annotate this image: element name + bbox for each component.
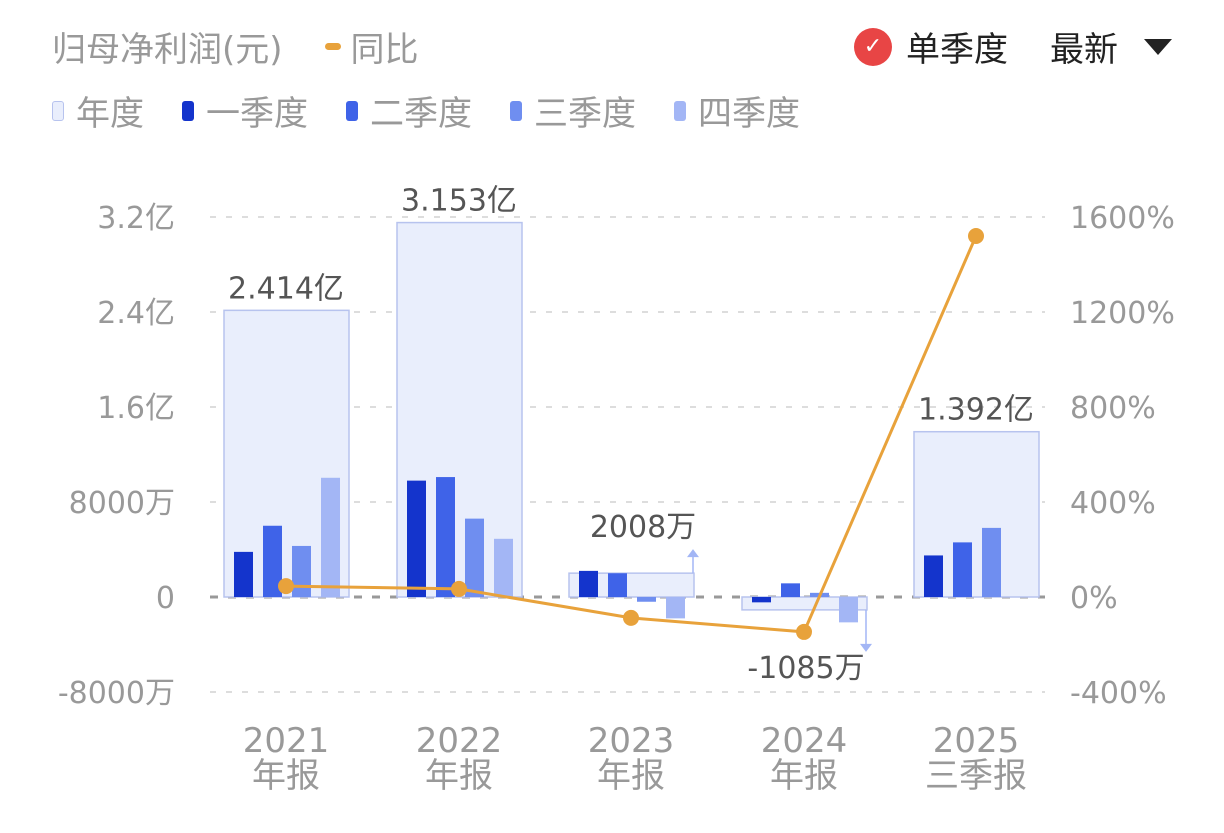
quarter-bar (263, 525, 282, 597)
legend-item-q4[interactable]: 四季度 (674, 86, 800, 135)
legend-item-q2[interactable]: 二季度 (346, 86, 472, 135)
right-axis-tick: 1600% (1070, 201, 1175, 236)
quarter-bar (436, 477, 455, 597)
annual-data-label: 2.414亿 (228, 271, 344, 306)
legend-swatch (674, 100, 686, 121)
quarter-bar (982, 527, 1001, 597)
annual-bar (568, 572, 695, 598)
quarter-bar (465, 518, 484, 597)
dropdown-triangle-icon[interactable] (1144, 38, 1172, 55)
legend-swatch (182, 100, 194, 121)
left-axis-tick: 3.2亿 (97, 201, 175, 236)
yoy-point (796, 623, 812, 640)
x-tick-report: 年报 (425, 756, 493, 796)
x-tick-report: 三季报 (925, 756, 1027, 796)
yoy-point (968, 228, 984, 244)
annual-data-label: 1.392亿 (918, 393, 1034, 428)
arrow-head-icon (687, 549, 699, 558)
legend-swatch (346, 100, 358, 121)
quarter-bar (579, 570, 598, 597)
x-tick-report: 年报 (770, 756, 838, 796)
legend-swatch (52, 100, 64, 121)
left-axis-tick: 2.4亿 (97, 296, 175, 331)
quarter-bar (752, 597, 771, 603)
right-axis-tick: 0% (1070, 581, 1118, 616)
right-axis-tick: 800% (1070, 391, 1156, 426)
left-axis-tick: 8000万 (69, 486, 175, 521)
right-axis-tick: -400% (1070, 676, 1167, 711)
legend-item-annual[interactable]: 年度 (52, 86, 144, 135)
chart-header: 归母净利润(元) 同比 (52, 22, 419, 71)
quarter-bar (407, 480, 426, 597)
x-tick-year: 2025 (933, 721, 1020, 761)
legend: 年度 一季度 二季度 三季度 四季度 (52, 86, 838, 135)
annual-data-label: 3.153亿 (401, 184, 517, 219)
quarter-bar (666, 597, 685, 619)
arrow-head-icon (860, 643, 872, 652)
right-axis-tick: 400% (1070, 486, 1156, 521)
x-tick-year: 2023 (588, 721, 675, 761)
controls: ✓ 单季度 最新 (854, 22, 1172, 71)
annual-data-label: -1085万 (747, 651, 864, 686)
quarter-bar (953, 542, 972, 597)
annual-bar (741, 596, 868, 611)
chart-title: 归母净利润(元) (52, 30, 283, 70)
yoy-point (451, 580, 467, 597)
x-tick-report: 年报 (252, 756, 320, 796)
left-axis-tick: -8000万 (58, 676, 175, 711)
legend-swatch (510, 100, 522, 121)
right-axis-tick: 1200% (1070, 296, 1175, 331)
quarter-bar (494, 538, 513, 597)
check-icon[interactable]: ✓ (854, 27, 892, 66)
x-tick-year: 2022 (416, 721, 503, 761)
legend-item-q1[interactable]: 一季度 (182, 86, 308, 135)
quarter-bar (924, 555, 943, 597)
x-tick-report: 年报 (597, 756, 665, 796)
yoy-legend-label: 同比 (350, 30, 419, 70)
quarter-bar (781, 583, 800, 597)
annual-data-label: 2008万 (590, 510, 696, 545)
yoy-point (623, 609, 639, 626)
quarter-bar (292, 545, 311, 597)
x-tick-year: 2024 (761, 721, 848, 761)
legend-label: 四季度 (698, 94, 800, 134)
legend-label: 二季度 (370, 94, 472, 134)
legend-label: 年度 (76, 94, 144, 134)
legend-item-q3[interactable]: 三季度 (510, 86, 636, 135)
yoy-point (278, 578, 294, 595)
single-quarter-toggle[interactable]: 单季度 (906, 30, 1008, 70)
sort-dropdown[interactable]: 最新 (1050, 30, 1118, 70)
legend-label: 三季度 (534, 94, 636, 134)
quarter-bar (321, 477, 340, 597)
yoy-legend-swatch (324, 43, 341, 50)
left-axis-tick: 1.6亿 (97, 391, 175, 426)
quarter-bar (637, 597, 656, 602)
quarter-bar (839, 597, 858, 623)
left-axis-tick: 0 (156, 581, 175, 616)
legend-label: 一季度 (206, 94, 308, 134)
quarter-bar (234, 551, 253, 597)
quarter-bar (608, 573, 627, 597)
x-tick-year: 2021 (243, 721, 330, 761)
